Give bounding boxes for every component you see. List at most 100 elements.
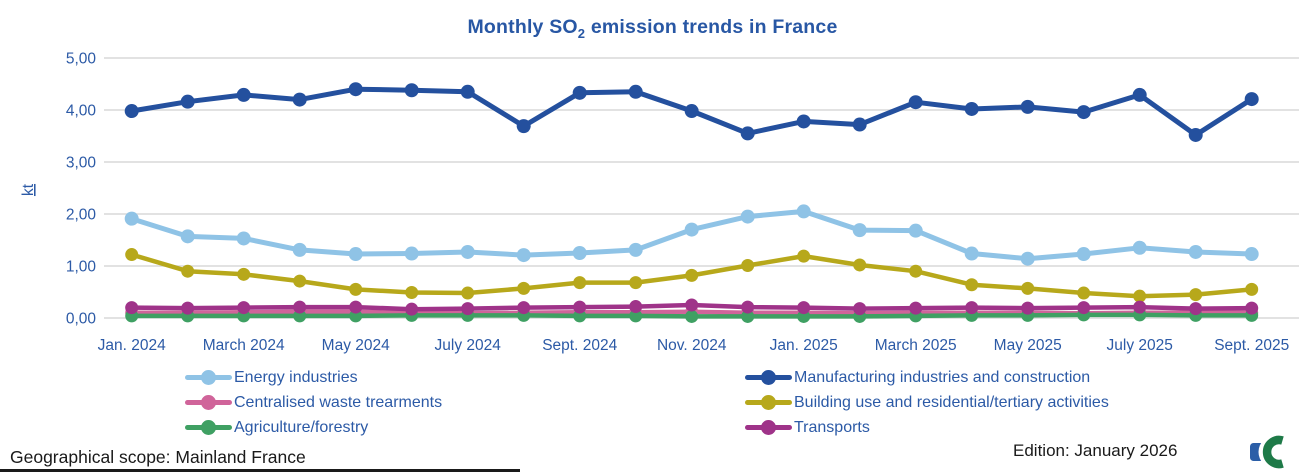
data-point-energy-industries — [1244, 247, 1259, 262]
data-point-manufacturing-industries-and-construction — [236, 87, 251, 102]
data-point-building-use-and-residential-tertiary-activities — [405, 286, 419, 300]
data-point-manufacturing-industries-and-construction — [404, 83, 419, 98]
data-point-energy-industries — [628, 242, 643, 257]
legend-swatch-energy-industries — [185, 370, 232, 386]
data-point-manufacturing-industries-and-construction — [796, 114, 811, 129]
legend-label-transports: Transports — [794, 418, 870, 436]
data-point-transports — [181, 301, 195, 315]
chart-title-prefix: Monthly SO — [467, 16, 578, 38]
data-point-building-use-and-residential-tertiary-activities — [853, 258, 867, 272]
data-point-building-use-and-residential-tertiary-activities — [461, 286, 475, 300]
data-point-building-use-and-residential-tertiary-activities — [629, 276, 643, 290]
data-point-energy-industries — [1188, 244, 1203, 259]
data-point-energy-industries — [964, 246, 979, 261]
data-point-manufacturing-industries-and-construction — [292, 92, 307, 107]
y-tick-label: 2,00 — [66, 207, 97, 224]
data-point-transports — [293, 300, 307, 314]
data-point-building-use-and-residential-tertiary-activities — [965, 278, 979, 292]
data-point-building-use-and-residential-tertiary-activities — [293, 274, 307, 288]
y-tick-label: 0,00 — [66, 311, 97, 328]
x-tick-label: Sept. 2025 — [1214, 337, 1289, 354]
data-point-manufacturing-industries-and-construction — [852, 117, 867, 132]
data-point-transports — [1133, 300, 1147, 314]
data-point-transports — [1021, 301, 1035, 315]
data-point-energy-industries — [180, 229, 195, 244]
data-point-building-use-and-residential-tertiary-activities — [573, 276, 587, 290]
data-point-manufacturing-industries-and-construction — [516, 119, 531, 134]
data-point-transports — [349, 300, 363, 314]
data-point-transports — [965, 301, 979, 315]
chart-title-suffix: emission trends in France — [585, 16, 838, 38]
data-point-transports — [741, 300, 755, 314]
data-point-transports — [1245, 301, 1259, 315]
data-point-building-use-and-residential-tertiary-activities — [797, 249, 811, 263]
y-tick-label: 4,00 — [66, 103, 97, 120]
legend-item-agriculture-forestry: Agriculture/forestry — [185, 415, 442, 440]
data-point-manufacturing-industries-and-construction — [628, 84, 643, 99]
x-tick-label: Jan. 2024 — [98, 337, 166, 354]
legend-item-transports: Transports — [745, 415, 1109, 440]
legend-column-right: Manufacturing industries and constructio… — [745, 365, 1109, 440]
y-tick-label: 3,00 — [66, 155, 97, 172]
chart-legend: Energy industries Centralised waste trear… — [0, 365, 1305, 443]
data-point-energy-industries — [516, 248, 531, 263]
data-point-building-use-and-residential-tertiary-activities — [1077, 286, 1091, 300]
data-point-transports — [685, 298, 699, 312]
x-tick-label: July 2025 — [1107, 337, 1173, 354]
data-point-energy-industries — [1020, 251, 1035, 266]
legend-label-building-use-and-residential-tertiary-activities: Building use and residential/tertiary ac… — [794, 393, 1109, 411]
data-point-manufacturing-industries-and-construction — [740, 126, 755, 141]
data-point-energy-industries — [908, 223, 923, 238]
data-point-energy-industries — [740, 209, 755, 224]
x-tick-label: Jan. 2025 — [770, 337, 838, 354]
data-point-energy-industries — [684, 222, 699, 237]
data-point-agriculture-forestry — [629, 309, 643, 323]
legend-swatch-agriculture-forestry — [185, 420, 232, 436]
legend-label-agriculture-forestry: Agriculture/forestry — [234, 418, 369, 436]
y-tick-label: 5,00 — [66, 51, 97, 68]
data-point-transports — [125, 301, 139, 315]
data-point-building-use-and-residential-tertiary-activities — [1021, 281, 1035, 295]
x-tick-label: March 2025 — [875, 337, 957, 354]
x-tick-label: Nov. 2024 — [657, 337, 727, 354]
data-point-transports — [1077, 301, 1091, 315]
geographical-scope-text: Geographical scope: Mainland France — [10, 447, 306, 467]
legend-swatch-building-use-and-residential-tertiary-activities — [745, 395, 792, 411]
data-point-transports — [853, 302, 867, 316]
data-point-energy-industries — [236, 231, 251, 246]
data-point-transports — [461, 302, 475, 316]
data-point-building-use-and-residential-tertiary-activities — [125, 248, 139, 262]
data-point-energy-industries — [852, 223, 867, 238]
data-point-energy-industries — [1076, 247, 1091, 262]
legend-column-left: Energy industries Centralised waste trear… — [185, 365, 442, 440]
data-point-manufacturing-industries-and-construction — [572, 85, 587, 100]
legend-label-manufacturing-industries-and-construction: Manufacturing industries and constructio… — [794, 368, 1091, 386]
data-point-manufacturing-industries-and-construction — [348, 82, 363, 97]
data-point-transports — [1189, 302, 1203, 316]
x-tick-label: May 2024 — [322, 337, 390, 354]
data-point-building-use-and-residential-tertiary-activities — [1189, 288, 1203, 302]
legend-item-energy-industries: Energy industries — [185, 365, 442, 390]
bottom-divider — [0, 469, 520, 472]
data-point-agriculture-forestry — [741, 309, 755, 323]
data-point-manufacturing-industries-and-construction — [684, 104, 699, 119]
legend-label-energy-industries: Energy industries — [234, 368, 358, 386]
so2-line-chart: 5,00 4,00 3,00 2,00 1,00 0,00 kt Jan. 2024 March… — [20, 51, 1299, 354]
data-point-manufacturing-industries-and-construction — [908, 95, 923, 110]
x-tick-label: Sept. 2024 — [542, 337, 617, 354]
data-point-building-use-and-residential-tertiary-activities — [349, 282, 363, 296]
data-point-energy-industries — [460, 244, 475, 259]
data-point-manufacturing-industries-and-construction — [964, 101, 979, 116]
data-point-transports — [629, 300, 643, 314]
data-point-building-use-and-residential-tertiary-activities — [685, 268, 699, 282]
data-point-transports — [237, 301, 251, 315]
data-point-transports — [573, 300, 587, 314]
x-tick-label: July 2024 — [435, 337, 502, 354]
data-point-manufacturing-industries-and-construction — [460, 84, 475, 99]
data-point-energy-industries — [796, 204, 811, 219]
chart-title: Monthly SO2 emission trends in France — [0, 16, 1305, 41]
legend-item-manufacturing-industries-and-construction: Manufacturing industries and constructio… — [745, 365, 1109, 390]
data-point-agriculture-forestry — [685, 309, 699, 323]
y-tick-label: 1,00 — [66, 259, 97, 276]
